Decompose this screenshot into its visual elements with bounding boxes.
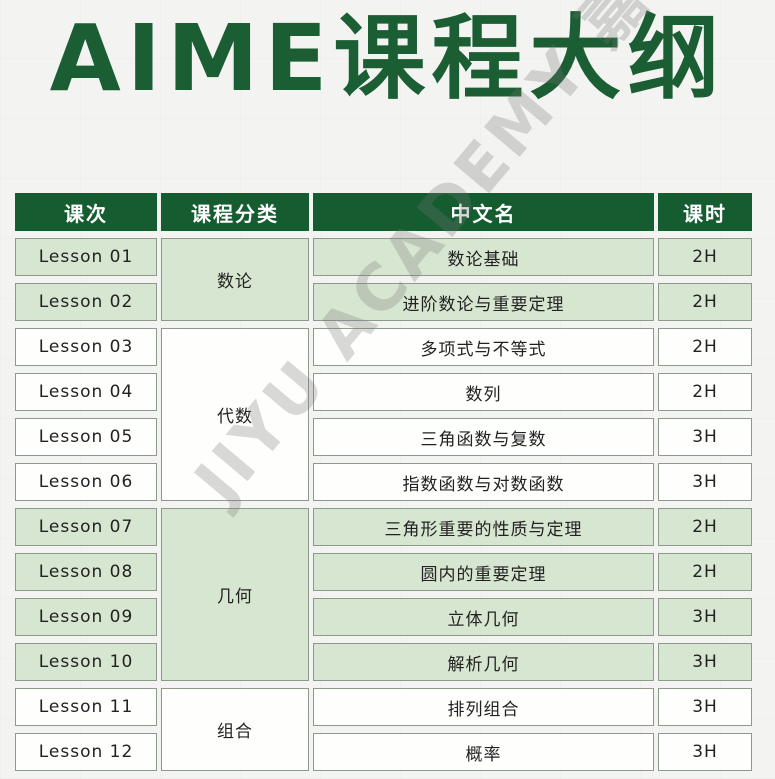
hours-cell: 2H xyxy=(658,373,752,411)
chinese-name-cell: 三角形重要的性质与定理 xyxy=(313,508,654,546)
hours-cell: 2H xyxy=(658,328,752,366)
lesson-cell: Lesson 03 xyxy=(15,328,157,366)
lesson-cell: Lesson 05 xyxy=(15,418,157,456)
hours-cell: 3H xyxy=(658,733,752,771)
chinese-name-cell: 多项式与不等式 xyxy=(313,328,654,366)
lesson-cell: Lesson 08 xyxy=(15,553,157,591)
page-title: AIME课程大纲 xyxy=(49,5,726,112)
header-category: 课程分类 xyxy=(161,193,309,231)
chinese-name-cell: 概率 xyxy=(313,733,654,771)
chinese-name-cell: 解析几何 xyxy=(313,643,654,681)
category-cell: 几何 xyxy=(161,508,309,681)
hours-cell: 3H xyxy=(658,463,752,501)
chinese-name-cell: 数列 xyxy=(313,373,654,411)
chinese-name-cell: 排列组合 xyxy=(313,688,654,726)
header-chinese-name: 中文名 xyxy=(313,193,654,231)
hours-cell: 3H xyxy=(658,598,752,636)
lesson-cell: Lesson 07 xyxy=(15,508,157,546)
hours-cell: 2H xyxy=(658,508,752,546)
header-lesson: 课次 xyxy=(15,193,157,231)
lesson-cell: Lesson 12 xyxy=(15,733,157,771)
lesson-cell: Lesson 11 xyxy=(15,688,157,726)
hours-cell: 2H xyxy=(658,238,752,276)
category-cell: 代数 xyxy=(161,328,309,501)
lesson-cell: Lesson 01 xyxy=(15,238,157,276)
hours-cell: 3H xyxy=(658,418,752,456)
chinese-name-cell: 进阶数论与重要定理 xyxy=(313,283,654,321)
header-hours: 课时 xyxy=(658,193,752,231)
hours-cell: 3H xyxy=(658,643,752,681)
lesson-cell: Lesson 02 xyxy=(15,283,157,321)
hours-cell: 2H xyxy=(658,553,752,591)
lesson-cell: Lesson 09 xyxy=(15,598,157,636)
lesson-cell: Lesson 10 xyxy=(15,643,157,681)
lesson-cell: Lesson 06 xyxy=(15,463,157,501)
course-table: 课次 课程分类 中文名 课时 Lesson 01 数论基础 2H Lesson 02 进… xyxy=(15,193,752,771)
chinese-name-cell: 指数函数与对数函数 xyxy=(313,463,654,501)
chinese-name-cell: 三角函数与复数 xyxy=(313,418,654,456)
chinese-name-cell: 圆内的重要定理 xyxy=(313,553,654,591)
category-cell: 组合 xyxy=(161,688,309,771)
hours-cell: 3H xyxy=(658,688,752,726)
category-cell: 数论 xyxy=(161,238,309,321)
hours-cell: 2H xyxy=(658,283,752,321)
lesson-cell: Lesson 04 xyxy=(15,373,157,411)
chinese-name-cell: 立体几何 xyxy=(313,598,654,636)
chinese-name-cell: 数论基础 xyxy=(313,238,654,276)
